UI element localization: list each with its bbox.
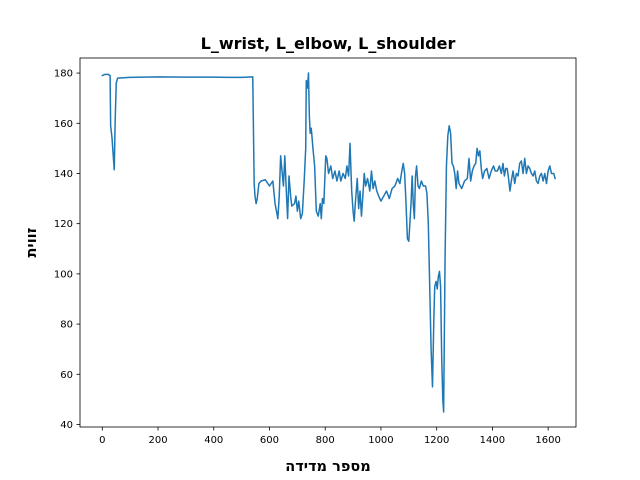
- x-tick-label: 1000: [368, 435, 393, 446]
- x-axis: 0 200 400 600 800 1000 1200 1400 1600: [99, 427, 561, 446]
- plot-frame: [79, 57, 577, 428]
- chart-title: L_wrist, L_elbow, L_shoulder: [201, 34, 456, 53]
- y-tick-label: 160: [54, 119, 73, 130]
- x-tick-label: 800: [316, 435, 335, 446]
- y-tick-label: 140: [54, 169, 73, 180]
- x-tick-label: 1400: [480, 435, 505, 446]
- x-axis-label: מספר מדידה: [285, 459, 370, 475]
- y-tick-label: 120: [54, 219, 73, 230]
- y-tick-label: 60: [60, 370, 73, 381]
- x-tick-label: 400: [204, 435, 223, 446]
- y-axis-label: זווית: [24, 227, 40, 257]
- y-tick-label: 180: [54, 69, 73, 80]
- y-tick-label: 80: [60, 320, 73, 331]
- x-tick-label: 200: [148, 435, 167, 446]
- plot-area: [79, 57, 577, 428]
- x-tick-label: 1200: [424, 435, 449, 446]
- y-axis: 40 60 80 100 120 140 160 180: [54, 69, 80, 431]
- x-tick-label: 1600: [535, 435, 560, 446]
- x-tick-label: 600: [260, 435, 279, 446]
- y-tick-label: 40: [60, 420, 73, 431]
- y-tick-label: 100: [54, 269, 73, 280]
- series-line: [101, 72, 556, 413]
- x-tick-label: 0: [99, 435, 105, 446]
